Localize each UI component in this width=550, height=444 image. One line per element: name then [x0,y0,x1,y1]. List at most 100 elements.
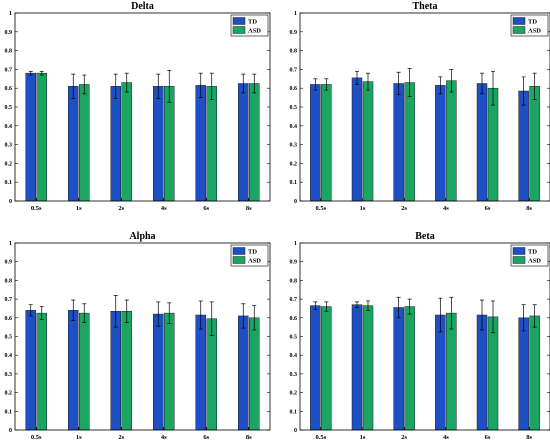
bar-asd-6s [487,316,499,431]
bar-asd-0.5s [36,312,47,431]
y-tick-label: 0.2 [5,391,13,397]
legend-label-td: TD [248,19,257,26]
y-tick-label: 0.5 [5,335,13,341]
y-tick-label: 0.3 [290,372,298,378]
bar-td-2s [110,311,121,431]
bar-td-2s [393,83,404,202]
panel-beta: Beta 0 0.1 0.2 0.3 0.4 0.5 0.6 0.7 0.8 0.9 1 0.5s 1s 2… [290,231,550,441]
y-tick-label: 0 [9,428,12,434]
plot-frame [299,242,550,431]
bar-td-6s [195,85,206,202]
bar-td-0.5s [25,310,36,431]
x-tick-label: 8s [246,205,252,212]
y-tick-label: 1 [294,241,297,247]
panel-alpha: Alpha 0 0.1 0.2 0.3 0.4 0.5 0.6 0.7 0.8 0.9 1 0.5s 1s… [5,231,271,441]
y-tick-label: 0.4 [5,353,13,359]
y-tick-label: 0.6 [290,86,298,92]
y-tick-label: 0 [294,199,297,205]
panel-theta: Theta 0 0.1 0.2 0.3 0.4 0.5 0.6 0.7 0.8 0.9 1 0.5s 1s… [290,1,550,212]
legend-label-asd: ASD [528,258,541,265]
bar-asd-8s [249,83,260,202]
y-tick-label: 0.9 [5,260,13,266]
legend: TD ASD [510,14,549,37]
bar-asd-0.5s [321,306,332,431]
bar-asd-4s [164,312,175,431]
y-tick-label: 0.7 [5,67,13,73]
y-tick-label: 0.3 [5,143,13,149]
x-tick-label: 8s [246,434,252,441]
bar-asd-4s [446,80,457,202]
y-tick-label: 1 [294,11,297,17]
y-tick-label: 0 [294,428,297,434]
legend-swatch-td [512,247,526,255]
x-tick-label: 1s [360,434,366,441]
x-tick-label: 8s [526,434,532,441]
x-tick-label: 0.5s [31,434,42,441]
y-tick-label: 0.9 [5,30,13,36]
x-tick-label: 4s [443,434,449,441]
plot-frame [14,242,271,431]
bar-asd-2s [404,306,415,431]
bar-td-1s [68,86,79,202]
plot-frame [299,12,550,202]
bar-td-2s [110,86,121,202]
bar-td-8s [518,90,529,202]
x-tick-label: 2s [401,205,407,212]
legend-swatch-asd [512,26,526,34]
y-tick-label: 0.9 [290,260,298,266]
y-tick-label: 0.1 [290,409,298,415]
y-tick-label: 1 [9,11,12,17]
bar-asd-2s [121,311,132,431]
bar-td-6s [195,314,206,431]
x-tick-label: 6s [485,205,491,212]
y-tick-label: 0.5 [290,105,298,111]
bar-asd-4s [446,312,457,431]
bar-asd-8s [529,86,540,202]
y-tick-label: 0.2 [290,161,298,167]
y-tick-label: 0.9 [290,30,298,36]
legend: TD ASD [510,244,549,267]
legend: TD ASD [230,244,269,267]
bar-td-0.5s [25,72,36,202]
y-tick-label: 0 [9,199,12,205]
x-tick-label: 6s [203,434,209,441]
y-tick-label: 0.8 [5,278,13,284]
y-tick-label: 0.7 [290,67,298,73]
bar-td-4s [435,314,446,431]
bar-td-4s [435,85,446,202]
bar-td-1s [351,304,363,431]
x-tick-label: 4s [443,205,449,212]
x-tick-label: 2s [118,434,124,441]
panel-beta-title: Beta [415,231,434,242]
x-tick-label: 0.5s [316,434,327,441]
bar-asd-0.5s [321,84,332,202]
y-tick-label: 0.8 [290,278,298,284]
y-tick-label: 0.1 [5,180,13,186]
x-tick-label: 6s [203,205,209,212]
legend-label-asd: ASD [528,28,541,35]
bar-asd-1s [362,81,374,202]
x-tick-label: 8s [526,205,532,212]
y-tick-label: 1 [9,241,12,247]
bar-td-8s [518,317,529,431]
legend-label-td: TD [528,19,537,26]
y-tick-label: 0.5 [5,105,13,111]
y-tick-label: 0.8 [5,49,13,55]
x-tick-label: 1s [76,434,82,441]
bar-asd-2s [121,82,132,202]
x-tick-label: 2s [118,205,124,212]
bar-asd-1s [79,312,90,431]
panel-alpha-title: Alpha [129,231,155,242]
legend-label-asd: ASD [248,28,261,35]
y-tick-label: 0.2 [5,161,13,167]
bar-td-2s [393,307,404,431]
bar-asd-2s [404,82,415,202]
panel-theta-title: Theta [413,1,438,12]
bar-asd-6s [206,86,217,202]
x-tick-label: 6s [485,434,491,441]
bar-asd-8s [529,315,540,431]
legend-swatch-td [232,17,246,25]
y-tick-label: 0.7 [5,297,13,303]
bar-td-0.5s [310,84,321,202]
